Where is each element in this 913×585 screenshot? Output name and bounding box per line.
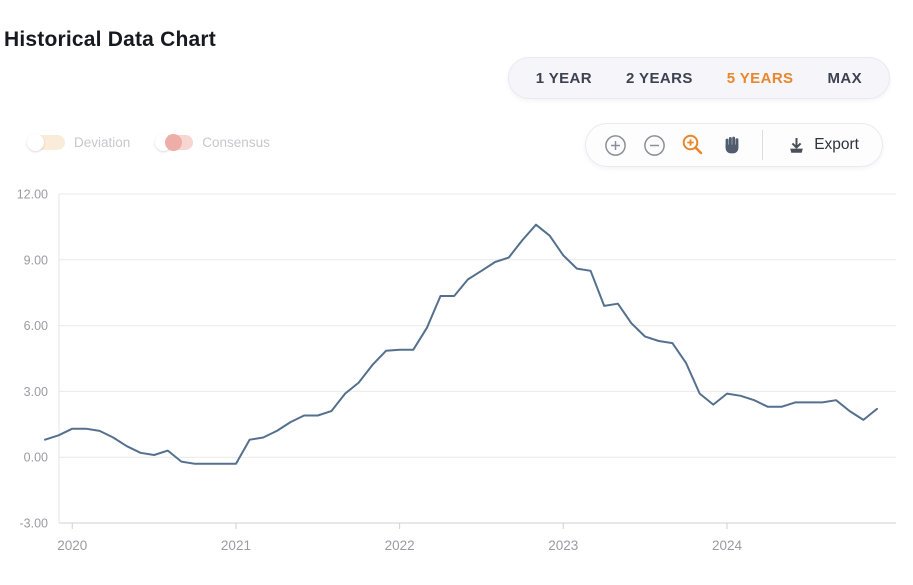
consensus-toggle[interactable] bbox=[155, 134, 194, 151]
export-button-label: Export bbox=[814, 136, 859, 153]
deviation-toggle-group: Deviation bbox=[27, 134, 131, 151]
y-tick-label: 0.00 bbox=[24, 451, 48, 465]
page-title: Historical Data Chart bbox=[4, 28, 216, 52]
consensus-toggle-label: Consensus bbox=[202, 135, 270, 150]
y-tick-label: -3.00 bbox=[20, 517, 49, 531]
x-tick-label: 2024 bbox=[712, 538, 743, 553]
download-icon bbox=[790, 137, 803, 153]
range-option-2-years[interactable]: 2 YEARS bbox=[626, 69, 693, 87]
range-option-max[interactable]: MAX bbox=[827, 69, 862, 87]
zoom-out-button[interactable] bbox=[642, 133, 666, 157]
consensus-toggle-thumb bbox=[165, 134, 183, 151]
y-tick-label: 6.00 bbox=[24, 319, 48, 333]
y-tick-label: 12.00 bbox=[17, 188, 48, 202]
deviation-toggle-label: Deviation bbox=[74, 135, 131, 150]
x-tick-label: 2020 bbox=[57, 538, 87, 553]
zoom-out-icon bbox=[643, 134, 665, 156]
x-tick-label: 2021 bbox=[221, 538, 251, 553]
series-toggle-row: Deviation Consensus bbox=[27, 134, 270, 151]
range-selector: 1 YEAR 2 YEARS 5 YEARS MAX bbox=[507, 57, 890, 99]
chart-toolbar: Export bbox=[585, 123, 883, 167]
consensus-toggle-group: Consensus bbox=[155, 134, 270, 151]
deviation-toggle[interactable] bbox=[27, 134, 65, 151]
zoom-selection-button[interactable] bbox=[681, 133, 705, 157]
range-option-5-years[interactable]: 5 YEARS bbox=[726, 69, 794, 87]
y-tick-label: 9.00 bbox=[24, 253, 48, 267]
deviation-toggle-knob bbox=[27, 134, 44, 151]
range-option-1-year[interactable]: 1 YEAR bbox=[535, 69, 593, 87]
y-tick-label: 3.00 bbox=[24, 385, 48, 399]
pan-icon bbox=[725, 136, 739, 154]
zoom-in-icon bbox=[604, 134, 626, 156]
pan-button[interactable] bbox=[720, 133, 744, 157]
x-tick-label: 2023 bbox=[548, 538, 578, 553]
series-line bbox=[44, 223, 878, 465]
zoom-in-button[interactable] bbox=[603, 133, 627, 157]
zoom-selection-icon bbox=[682, 134, 703, 155]
x-tick-label: 2022 bbox=[385, 538, 415, 553]
export-button[interactable]: Export bbox=[781, 135, 865, 156]
toolbar-divider bbox=[762, 130, 764, 160]
